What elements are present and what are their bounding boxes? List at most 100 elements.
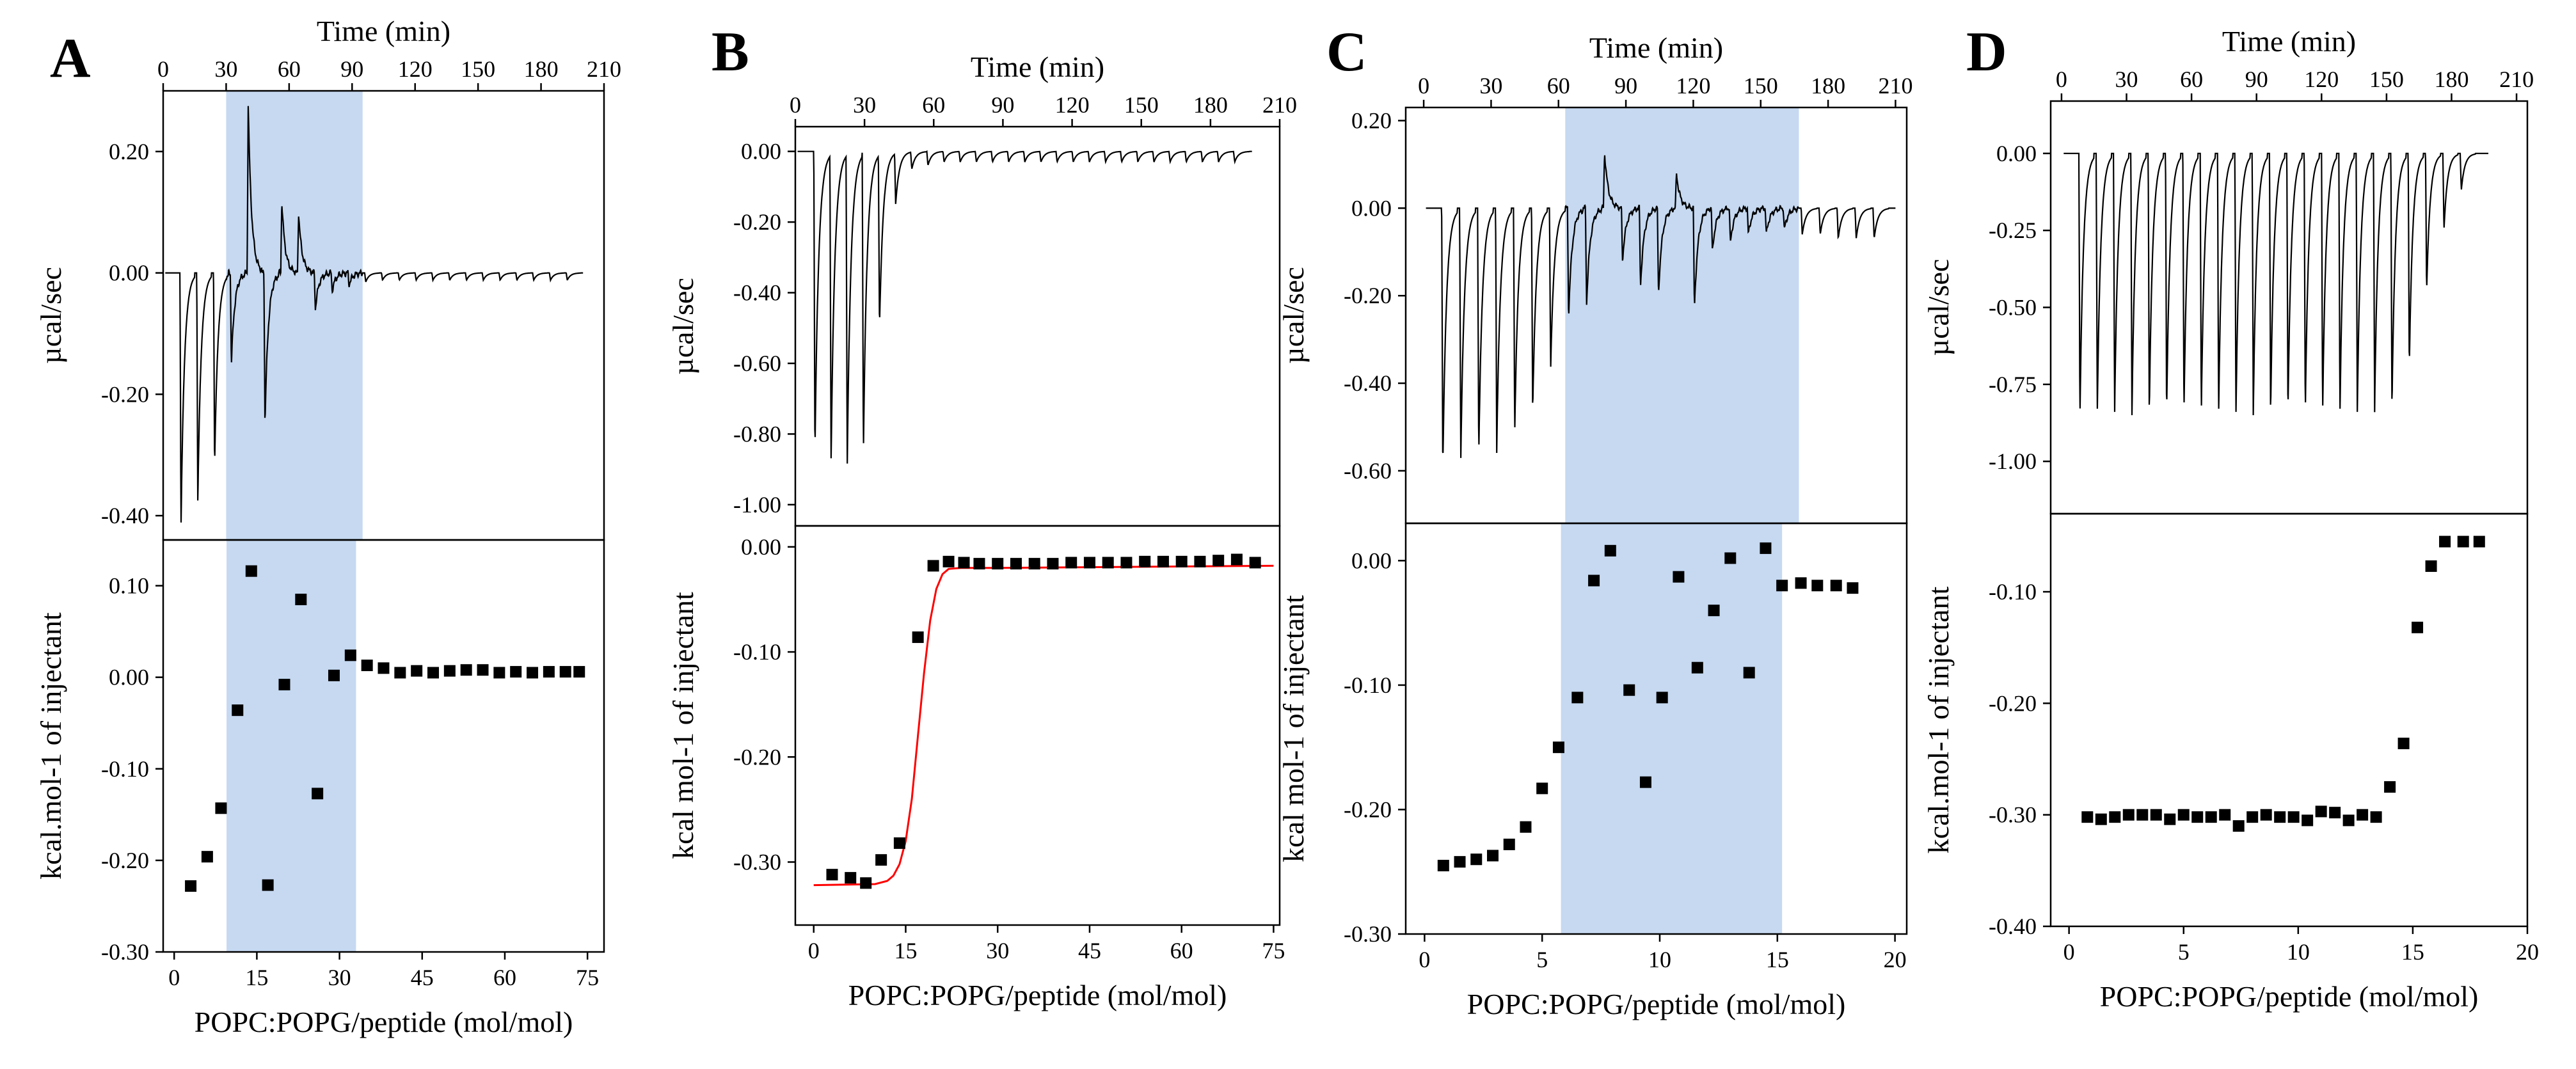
panel-c-bottom-x-tick-label: 5 bbox=[1536, 947, 1548, 972]
panel-b-fit-curve bbox=[813, 564, 1274, 887]
panel-d-bottom-x-tick-label: 15 bbox=[2401, 939, 2424, 965]
panel-d-data-point bbox=[2150, 809, 2162, 821]
panel-c-time-tick-label: 180 bbox=[1811, 73, 1845, 99]
panel-d-data-point bbox=[2191, 811, 2204, 823]
panel-a-data-point bbox=[543, 666, 555, 678]
panel-a-data-point bbox=[394, 667, 406, 679]
panel-a-time-tick-label: 150 bbox=[461, 56, 495, 82]
panel-c-data-point bbox=[1847, 582, 1859, 594]
panel-c-time-axis-title: Time (min) bbox=[1589, 31, 1723, 64]
panel-c-time-tick-label: 210 bbox=[1878, 73, 1912, 99]
panel-a-bottom-x-tick-label: 30 bbox=[328, 965, 351, 990]
panel-a-bottom-x-tick-label: 75 bbox=[576, 965, 599, 990]
panel-b-top-y-tick-label: -1.00 bbox=[733, 492, 781, 518]
panel-a-top-y-axis-title: µcal/sec bbox=[35, 267, 67, 364]
panel-b-bottom-x-tick-label: 0 bbox=[808, 938, 820, 963]
panel-d-data-point bbox=[2397, 738, 2410, 750]
panel-d-bottom-x-tick-label: 20 bbox=[2516, 939, 2539, 965]
panel-a-data-point bbox=[295, 594, 307, 606]
panel-b-letter: B bbox=[712, 21, 749, 83]
panel-d-top-y-tick-label: -0.25 bbox=[1989, 218, 2037, 243]
panel-a-data-point bbox=[477, 664, 489, 676]
panel-b-bottom-y-tick-label: 0.00 bbox=[741, 534, 781, 560]
panel-a-data-point bbox=[328, 669, 340, 681]
panel-a-bottom-x-tick-label: 15 bbox=[245, 965, 268, 990]
panel-b-data-point bbox=[1120, 557, 1133, 569]
panel-a-thermogram-trace bbox=[165, 106, 584, 523]
panel-d-data-point bbox=[2384, 781, 2396, 793]
panel-c-data-point bbox=[1470, 853, 1483, 866]
panel-b-bottom-y-tick-label: -0.10 bbox=[733, 639, 781, 665]
panel-c-top-y-tick-label: -0.60 bbox=[1344, 458, 1392, 484]
panel-a-time-tick-label: 120 bbox=[398, 56, 433, 82]
panel-b-data-point bbox=[1249, 557, 1261, 569]
panel-a-data-point bbox=[510, 666, 522, 678]
panel-b-data-point bbox=[845, 872, 857, 884]
panel-d-bottom-frame bbox=[2049, 512, 2529, 928]
panel-a-data-point bbox=[361, 660, 373, 672]
panel-a-data-point bbox=[427, 667, 440, 679]
panel-d-bottom-y-tick-label: -0.20 bbox=[1989, 690, 2037, 716]
panel-a-bottom-shaded-region bbox=[227, 540, 356, 952]
panel-a-time-tick-label: 60 bbox=[278, 56, 301, 82]
panel-b-time-tick-label: 0 bbox=[790, 92, 801, 118]
panel-c-bottom-y-axis-title: kcal mol-1 of injectant bbox=[1277, 595, 1310, 862]
panel-a-data-point bbox=[232, 704, 244, 717]
panel-b-data-point bbox=[1175, 555, 1188, 567]
panel-c-data-point bbox=[1830, 580, 1842, 592]
panel-b-data-point bbox=[1230, 553, 1243, 566]
panel-c-top-shaded-region bbox=[1565, 107, 1799, 523]
panel-b-data-point bbox=[1157, 555, 1169, 567]
panel-a-bottom-x-tick-label: 45 bbox=[411, 965, 434, 990]
panel-c-data-point bbox=[1811, 580, 1824, 592]
panel-d-data-point bbox=[2370, 811, 2382, 823]
panel-d-data-point bbox=[2357, 809, 2369, 821]
panel-c-time-tick-label: 150 bbox=[1744, 73, 1778, 99]
panel-d-data-point bbox=[2342, 814, 2355, 827]
panel-b-data-point bbox=[1028, 558, 1040, 570]
panel-a-data-point bbox=[527, 667, 539, 679]
panel-b-time-tick-label: 30 bbox=[853, 92, 876, 118]
panel-c-data-point bbox=[1520, 821, 1532, 833]
panel-d-time-tick-label: 180 bbox=[2434, 67, 2469, 92]
panel-b-data-point bbox=[1083, 557, 1095, 569]
panel-b-data-point bbox=[860, 877, 872, 889]
panel-b-bottom-y-tick-label: -0.20 bbox=[733, 744, 781, 770]
panel-b-bottom-x-tick-label: 60 bbox=[1170, 938, 1193, 963]
panel-d-bottom-x-axis-title: POPC:POPG/peptide (mol/mol) bbox=[2100, 980, 2479, 1013]
panel-c-data-point bbox=[1656, 692, 1668, 704]
panel-d-data-point bbox=[2164, 813, 2176, 825]
panel-a-top-y-tick-label: 0.00 bbox=[109, 260, 149, 286]
panel-c-data-point bbox=[1743, 667, 1755, 679]
panel-c-top-y-tick-label: -0.40 bbox=[1344, 370, 1392, 396]
panel-a-bottom-x-tick-label: 0 bbox=[168, 965, 180, 990]
panel-b-time-tick-label: 120 bbox=[1055, 92, 1090, 118]
panel-b-top-frame bbox=[794, 125, 1281, 527]
panel-c-letter: C bbox=[1326, 21, 1367, 83]
panel-b-bottom-x-tick-label: 45 bbox=[1078, 938, 1101, 963]
panel-c-top-y-tick-label: -0.20 bbox=[1344, 283, 1392, 308]
panel-a-bottom-x-tick-label: 60 bbox=[493, 965, 516, 990]
panel-c-data-point bbox=[1437, 860, 1449, 871]
panel-c-bottom-x-tick-label: 0 bbox=[1419, 947, 1430, 972]
panel-d-data-point bbox=[2205, 811, 2217, 823]
panel-c-data-point bbox=[1604, 544, 1616, 557]
panel-a-data-point bbox=[493, 667, 505, 679]
panel-d-data-point bbox=[2109, 811, 2121, 823]
panel-b-data-point bbox=[973, 558, 985, 570]
panel-d-data-point bbox=[2246, 811, 2259, 823]
panel-a-top-y-tick-label: -0.40 bbox=[101, 503, 149, 528]
panel-c-top-y-axis-title: µcal/sec bbox=[1277, 267, 1310, 364]
panel-b-data-point bbox=[1010, 558, 1022, 570]
panel-d-bottom-x-tick-label: 5 bbox=[2178, 939, 2190, 965]
panel-d-data-point bbox=[2232, 820, 2245, 832]
panel-a-bottom-y-tick-label: 0.00 bbox=[109, 665, 149, 690]
panel-b-data-point bbox=[1212, 555, 1225, 567]
panel-b-time-tick-label: 210 bbox=[1262, 92, 1297, 118]
panel-d-time-axis-title: Time (min) bbox=[2222, 25, 2356, 58]
panel-c-thermogram-trace bbox=[1426, 155, 1896, 458]
panel-b-data-point bbox=[1194, 555, 1206, 567]
panel-d-data-point bbox=[2412, 621, 2424, 633]
